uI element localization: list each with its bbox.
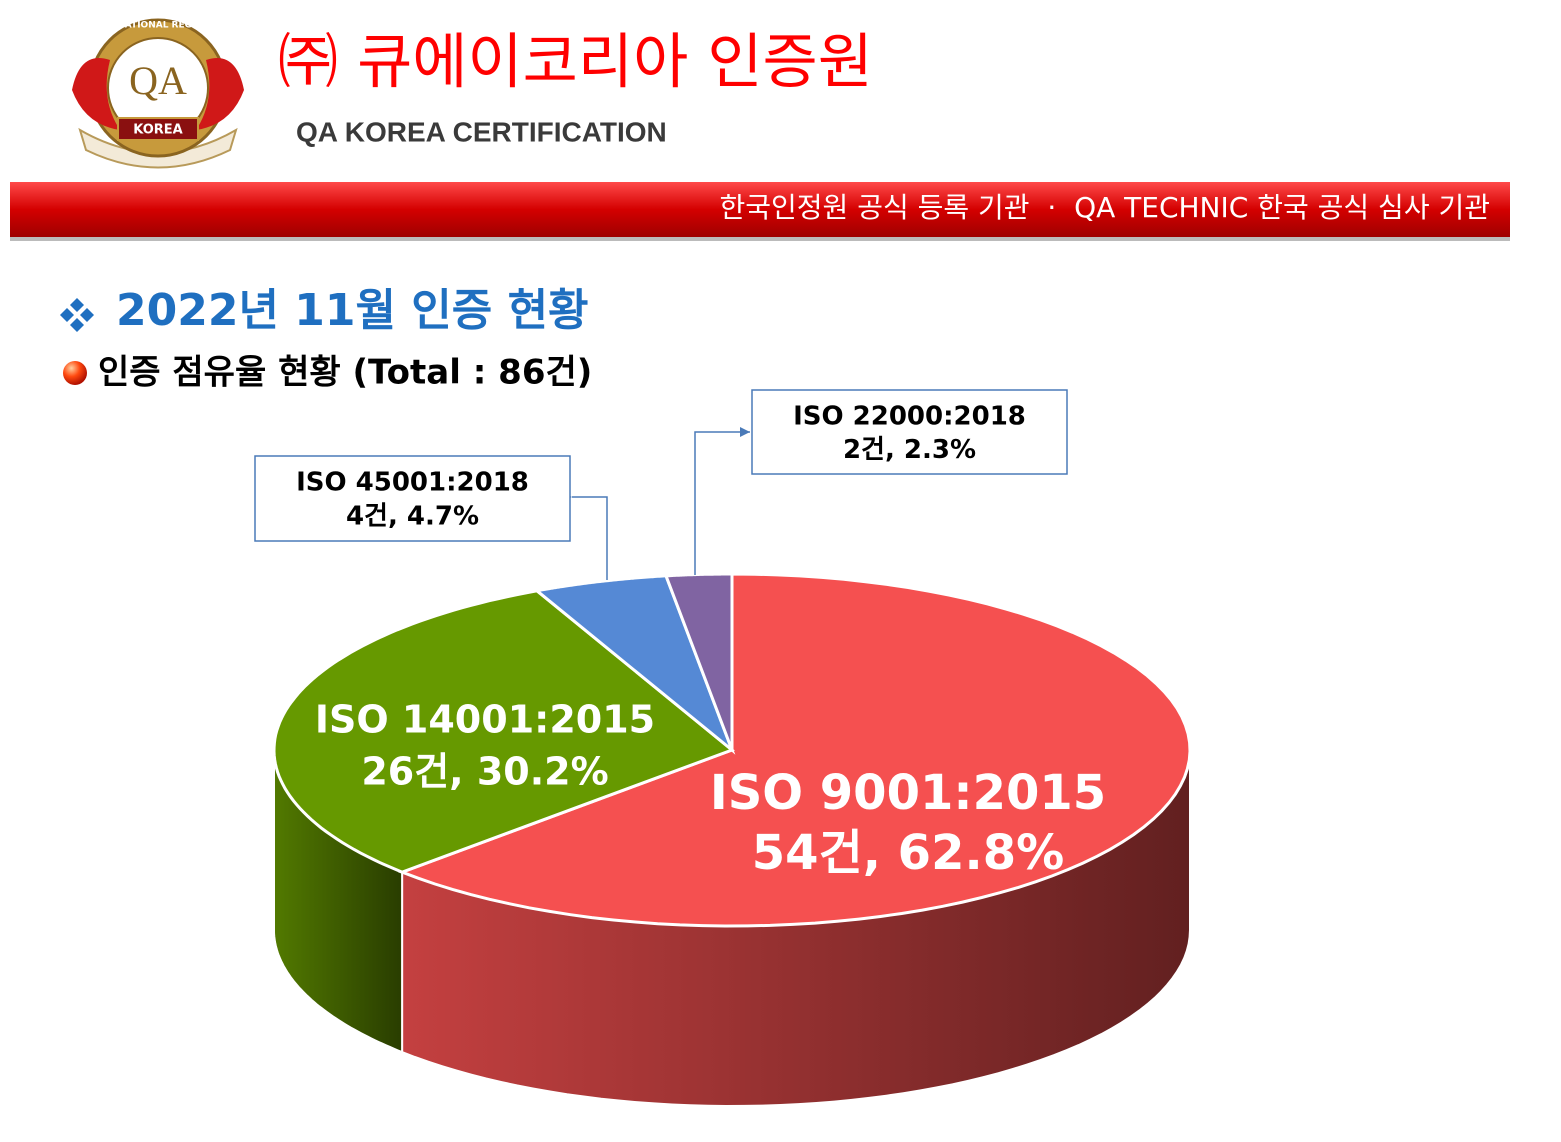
logo: INTERNATIONAL REGISTRAR QA KOREA xyxy=(72,18,244,169)
logo-monogram: QA xyxy=(129,58,187,103)
slice-label: ISO 14001:2015 xyxy=(315,698,655,742)
logo-banner: KOREA xyxy=(133,123,183,138)
callout-box xyxy=(254,455,571,542)
tagline: 한국인정원 공식 등록 기관 · QA TECHNIC 한국 공식 심사 기관 xyxy=(720,191,1491,224)
callout-label: ISO 45001:2018 xyxy=(296,468,529,498)
callout-box xyxy=(751,389,1068,475)
tagline-bar xyxy=(10,182,1510,237)
slice xyxy=(397,572,1192,928)
section-subheading: 인증 점유율 현황 (Total : 86건) xyxy=(98,353,592,393)
slice-label: ISO 9001:2015 xyxy=(710,765,1106,821)
callout-label: ISO 22000:2018 xyxy=(793,401,1026,431)
slice xyxy=(663,572,734,751)
callout-value-label: 2건, 2.3% xyxy=(843,435,976,465)
bullet-diamonds xyxy=(60,298,94,332)
slice xyxy=(533,574,736,755)
bar-shadow xyxy=(10,237,1510,241)
slice xyxy=(272,589,735,874)
slice-value-label: 54건, 62.8% xyxy=(752,825,1064,881)
title: ㈜ 큐에이코리아 인증원 xyxy=(278,28,873,98)
slice-value-label: 26건, 30.2% xyxy=(361,750,608,794)
bullet-ball xyxy=(63,361,87,385)
callout-line xyxy=(572,496,608,580)
section-heading: 2022년 11월 인증 현황 xyxy=(116,285,589,336)
callout-value-label: 4건, 4.7% xyxy=(346,502,479,532)
pie xyxy=(272,572,1192,1108)
logo-ring-text: INTERNATIONAL REGISTRAR xyxy=(87,21,229,31)
subtitle: QA KOREA CERTIFICATION xyxy=(296,116,667,147)
callout-line xyxy=(694,431,750,575)
callout-arrow xyxy=(740,427,750,437)
